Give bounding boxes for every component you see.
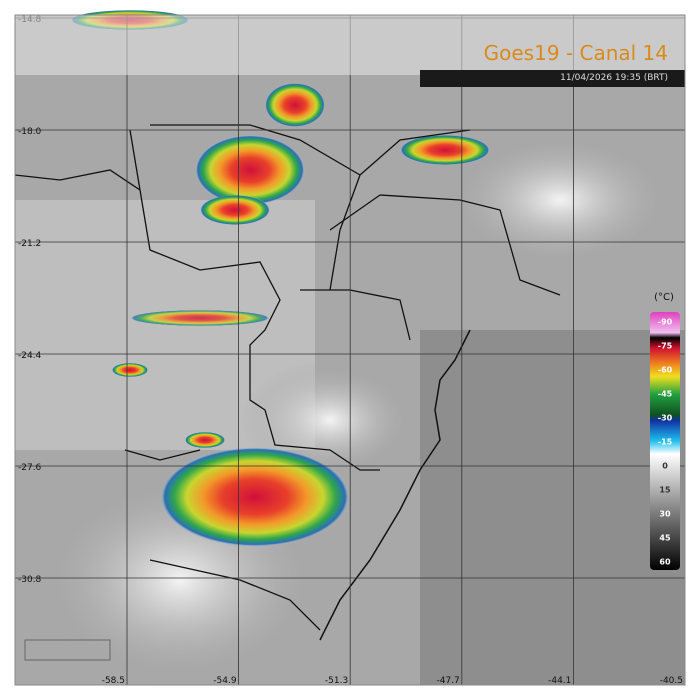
- latitude-label: -21.2: [18, 239, 41, 249]
- timestamp: 11/04/2026 19:35 (BRT): [560, 73, 668, 83]
- colorbar: [650, 312, 680, 570]
- longitude-label: -44.1: [548, 676, 571, 686]
- latitude-label: -27.6: [18, 463, 42, 473]
- longitude-label: -40.5: [660, 676, 683, 686]
- colorbar-label: -75: [658, 342, 673, 351]
- storm-cell: [130, 310, 270, 326]
- colorbar-label: 30: [659, 510, 671, 519]
- longitude-label: -58.5: [102, 676, 125, 686]
- colorbar-label: -30: [658, 414, 673, 423]
- colorbar-label: -15: [658, 438, 673, 447]
- colorbar-unit: (°C): [654, 292, 674, 303]
- longitude-label: -51.3: [325, 676, 348, 686]
- storm-cell: [112, 363, 148, 377]
- storm-cell: [265, 83, 325, 127]
- colorbar-label: -90: [658, 318, 673, 327]
- cloud-area: [440, 130, 680, 270]
- title-bar: [15, 15, 685, 75]
- longitude-label: -47.7: [437, 676, 460, 686]
- colorbar-label: 0: [662, 462, 668, 471]
- frame: [14, 14, 686, 686]
- storm-cell: [400, 135, 490, 165]
- storm-cell: [185, 432, 225, 448]
- scale-bar: [24, 639, 111, 661]
- longitude-label: -54.9: [213, 676, 237, 686]
- coastline: [319, 329, 471, 641]
- colorbar-label: -45: [658, 390, 673, 399]
- colorbar-label: 45: [659, 534, 671, 543]
- latitude-label: -24.4: [18, 351, 42, 361]
- latitude-label: -18.0: [18, 127, 42, 137]
- storm-cell: [195, 135, 305, 205]
- timestamp-bar: [420, 70, 685, 87]
- storm-cell: [200, 195, 270, 225]
- state-borders: [14, 124, 561, 631]
- title: Goes19 - Canal 14: [484, 41, 668, 65]
- colorbar-label: 15: [659, 486, 671, 495]
- ocean-area: [420, 330, 685, 685]
- colorbar-labels: -90 -75 -60 -45 -30 -15 0 15 30 45 60: [658, 318, 673, 567]
- storm-cell: [160, 447, 350, 547]
- colorbar-label: -60: [658, 366, 673, 375]
- latitude-label: -30.8: [18, 575, 42, 585]
- colorbar-label: 60: [659, 558, 671, 567]
